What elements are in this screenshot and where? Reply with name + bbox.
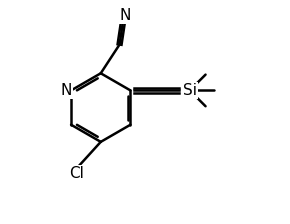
Text: Si: Si (183, 83, 197, 98)
Text: Cl: Cl (69, 166, 84, 181)
Text: N: N (61, 83, 72, 98)
Text: N: N (120, 8, 131, 23)
